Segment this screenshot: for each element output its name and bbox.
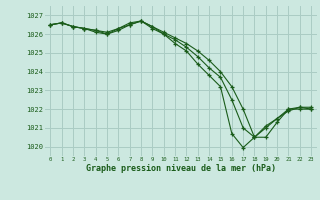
X-axis label: Graphe pression niveau de la mer (hPa): Graphe pression niveau de la mer (hPa) xyxy=(86,164,276,173)
